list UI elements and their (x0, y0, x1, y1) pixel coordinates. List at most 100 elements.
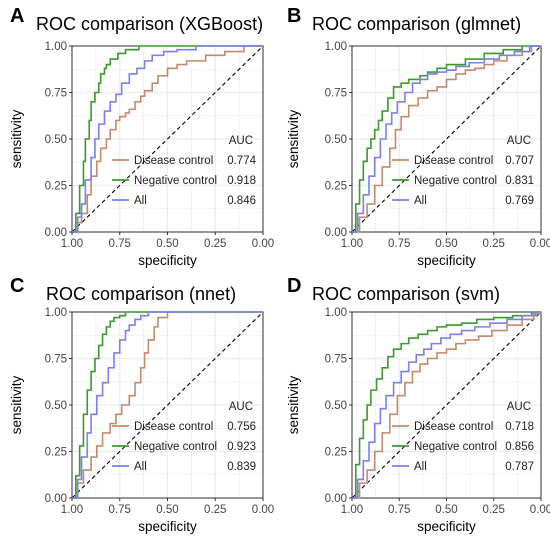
legend-auc-value: 0.831 (505, 175, 534, 187)
legend: AUC Disease control 0.774 Negative control 0… (112, 135, 257, 207)
x-tick-label: 0.00 (530, 504, 550, 516)
legend-label: Negative control (414, 441, 497, 453)
panel-title: ROC comparison (XGBoost) (36, 14, 263, 34)
roc-curve-disease-control (72, 311, 263, 499)
legend: AUC Disease control 0.756 Negative control 0… (112, 401, 256, 473)
y-axis-title: sensitivity (9, 109, 24, 168)
legend-label: Disease control (414, 421, 493, 433)
diagonal-reference-line (351, 45, 542, 233)
y-tick-label: 0.25 (325, 181, 347, 193)
panel-letter: C (10, 275, 24, 297)
x-tick-label: 1.00 (61, 504, 83, 516)
y-axis-title: sensitivity (286, 375, 301, 434)
legend-label: All (134, 461, 147, 473)
legend-auc-value: 0.923 (227, 441, 256, 453)
x-tick-label: 0.75 (388, 504, 410, 516)
roc-curve-negative-control (72, 45, 263, 233)
y-tick-label: 0.75 (325, 354, 347, 366)
legend-label: All (134, 195, 147, 207)
panel-title: ROC comparison (svm) (312, 284, 500, 304)
panel-letter: A (10, 5, 24, 27)
x-tick-label: 0.25 (204, 504, 226, 516)
x-tick-label: 0.25 (204, 238, 226, 250)
diagonal-reference-line (351, 311, 542, 499)
y-tick-label: 0.25 (45, 447, 67, 459)
roc-panel-d: 1.00 0.75 0.50 0.25 0.000.000.250.500.751.00… (286, 275, 550, 534)
roc-curve-negative-control (352, 311, 541, 499)
y-tick-label: 1.00 (45, 307, 67, 319)
x-tick-label: 0.50 (156, 238, 178, 250)
x-tick-label: 0.75 (388, 238, 410, 250)
y-tick-label: 0.50 (45, 134, 67, 146)
y-tick-label: 1.00 (325, 41, 347, 53)
x-tick-label: 1.00 (61, 238, 83, 250)
x-tick-label: 0.25 (483, 238, 505, 250)
roc-curve-all (352, 311, 541, 499)
axis-ticks: 1.00 0.75 0.50 0.25 0.00 0.00 0.25 0.50 0.75 1.00 (45, 41, 275, 250)
roc-curve-all (352, 45, 541, 233)
x-tick-label: 0.00 (530, 238, 550, 250)
x-tick-label: 0.00 (252, 238, 274, 250)
roc-curve-disease-control (352, 45, 541, 233)
legend-label: Negative control (134, 175, 217, 187)
roc-curve-disease-control (352, 312, 542, 499)
roc-curve-all (72, 311, 263, 499)
legend-label: Disease control (134, 155, 213, 167)
legend-auc-value: 0.846 (227, 195, 256, 207)
x-axis-title: specificity (417, 519, 476, 534)
y-tick-label: 0.00 (45, 493, 67, 505)
x-tick-label: 0.50 (156, 504, 178, 516)
y-tick-label: 0.75 (325, 88, 347, 100)
x-tick-label: 0.50 (435, 238, 457, 250)
x-tick-label: 0.25 (483, 504, 505, 516)
y-tick-label: 0.00 (325, 493, 347, 505)
x-axis-title: specificity (138, 519, 197, 534)
legend-label: Negative control (134, 441, 217, 453)
legend-auc-value: 0.856 (505, 441, 534, 453)
legend-auc-value: 0.774 (227, 155, 256, 167)
y-tick-label: 0.75 (45, 88, 67, 100)
y-tick-label: 0.75 (45, 354, 67, 366)
legend: AUC Disease control 0.718 Negative control 0… (392, 401, 534, 473)
y-tick-label: 0.00 (325, 227, 347, 239)
panel-letter: B (287, 5, 301, 27)
x-tick-label: 0.75 (109, 504, 131, 516)
y-tick-label: 0.50 (45, 400, 67, 412)
diagonal-reference-line (71, 311, 264, 499)
axis-ticks: 1.00 0.75 0.50 0.25 0.00 0.00 0.25 0.50 0.75 1.00 (325, 41, 550, 250)
roc-curve-all (72, 45, 263, 233)
legend-auc-value: 0.918 (227, 175, 256, 187)
legend-auc-value: 0.707 (505, 155, 534, 167)
axis-ticks: 1.00 0.75 0.50 0.25 0.00 0.00 0.25 0.50 0.75 1.00 (45, 307, 275, 516)
legend-title: AUC (229, 135, 253, 147)
legend: AUC Disease control 0.707 Negative control 0… (392, 135, 534, 207)
axis-ticks: 1.00 0.75 0.50 0.25 0.00 0.00 0.25 0.50 0.75 1.00 (325, 307, 550, 516)
diagonal-reference-line (71, 45, 264, 233)
roc-curve-negative-control (72, 311, 263, 499)
legend-title: AUC (507, 401, 531, 413)
x-axis-title: specificity (138, 253, 197, 268)
x-tick-label: 1.00 (341, 504, 363, 516)
y-axis-title: sensitivity (286, 109, 301, 168)
panel-title: ROC comparison (glmnet) (312, 14, 521, 34)
y-tick-label: 1.00 (45, 41, 67, 53)
legend-auc-value: 0.756 (227, 421, 256, 433)
panel-letter: D (287, 275, 301, 297)
legend-title: AUC (507, 135, 531, 147)
legend-label: All (414, 195, 427, 207)
legend-label: Disease control (134, 421, 213, 433)
y-tick-label: 0.50 (325, 400, 347, 412)
y-tick-label: 0.25 (325, 447, 347, 459)
legend-auc-value: 0.787 (505, 461, 534, 473)
y-tick-label: 0.25 (45, 181, 67, 193)
x-tick-label: 0.00 (252, 504, 274, 516)
x-axis-title: specificity (417, 253, 476, 268)
roc-panel-c: 1.00 0.75 0.50 0.25 0.000.000.250.500.751.00… (9, 275, 274, 534)
y-tick-label: 1.00 (325, 307, 347, 319)
legend-label: Negative control (414, 175, 497, 187)
y-axis-title: sensitivity (9, 375, 24, 434)
legend-auc-value: 0.839 (227, 461, 256, 473)
x-tick-label: 0.75 (109, 238, 131, 250)
legend-label: Disease control (414, 155, 493, 167)
